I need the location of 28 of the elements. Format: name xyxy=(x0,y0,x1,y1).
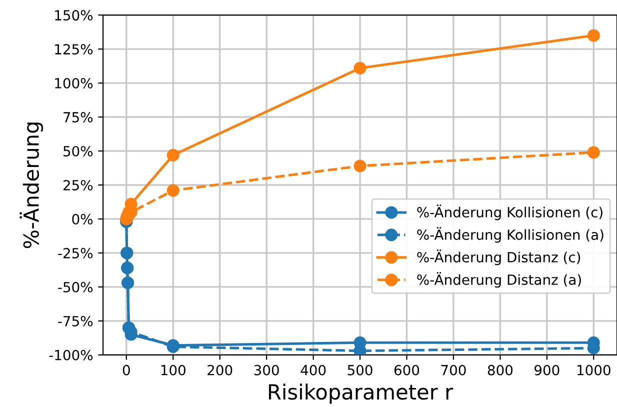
y-tick-label: 0% xyxy=(72,214,93,224)
legend-label: %-Änderung Distanz (c) xyxy=(417,250,580,266)
y-tick-label: -50% xyxy=(58,282,93,292)
x-tick-label: 600 xyxy=(394,364,420,376)
y-tick-label: 25% xyxy=(63,180,93,190)
legend-label: %-Änderung Distanz (a) xyxy=(417,272,581,288)
legend-label: %-Änderung Kollisionen (a) xyxy=(417,227,604,243)
y-tick-label: 125% xyxy=(55,44,93,55)
x-axis-title: Risikoparameter r xyxy=(268,384,454,404)
x-tick-label: 700 xyxy=(441,364,466,376)
y-tick-label: 100% xyxy=(55,78,93,88)
y-tick-label: 50% xyxy=(64,146,93,156)
x-tick-label: 800 xyxy=(488,364,513,376)
y-axis-title: %-Änderung xyxy=(20,122,44,248)
x-tick-label: 0 xyxy=(122,364,130,376)
y-tick-label: 150% xyxy=(55,10,93,21)
x-tick-label: 400 xyxy=(300,364,326,376)
x-tick-label: 900 xyxy=(534,364,560,376)
y-tick-label: -25% xyxy=(58,248,93,258)
y-tick-label: -75% xyxy=(58,316,93,326)
x-tick-label: 200 xyxy=(208,364,232,376)
legend-label: %-Änderung Kollisionen (c) xyxy=(417,204,602,220)
y-tick-label: -100% xyxy=(49,350,93,360)
x-tick-label: 500 xyxy=(348,364,372,376)
x-tick-label: 1000 xyxy=(577,364,610,376)
y-tick-label: 75% xyxy=(64,112,93,122)
x-tick-label: 300 xyxy=(254,364,279,376)
x-tick-label: 100 xyxy=(161,364,186,376)
